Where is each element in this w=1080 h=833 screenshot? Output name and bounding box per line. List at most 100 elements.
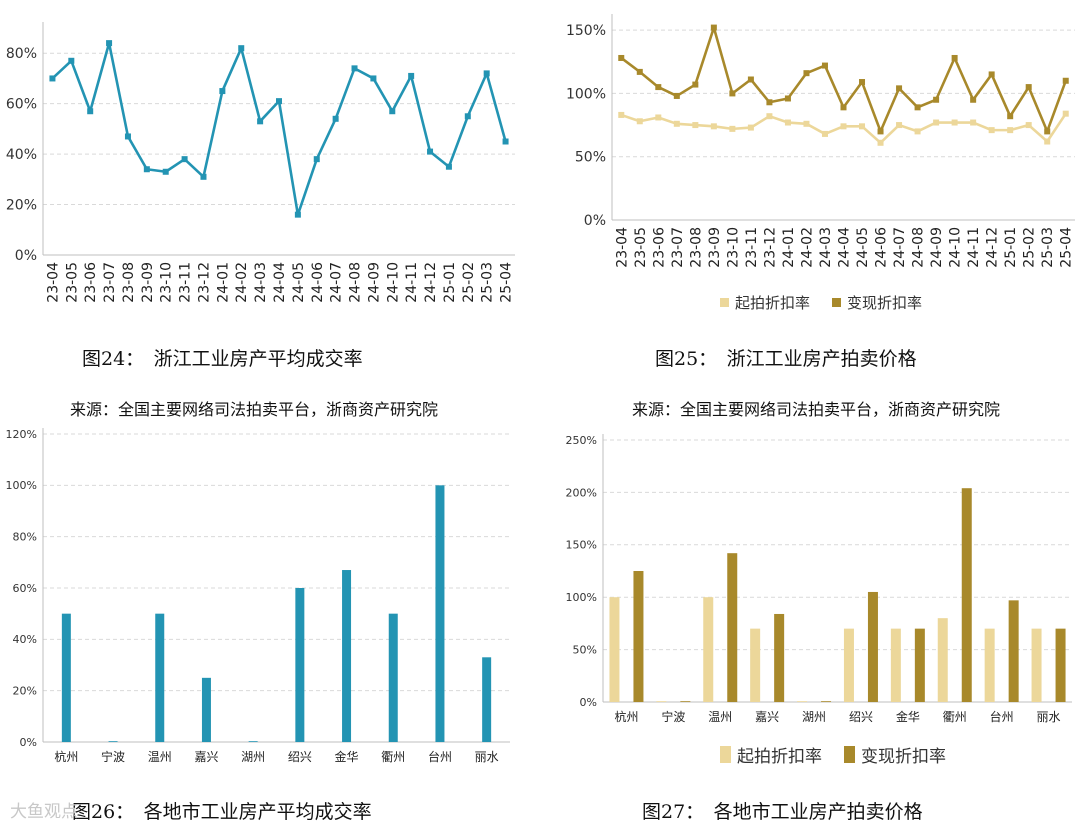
x-tick-label: 23-09	[140, 262, 156, 303]
data-point	[766, 99, 773, 106]
x-tick-label: 24-12	[985, 227, 1001, 268]
x-tick-label: 宁波	[101, 749, 125, 764]
data-point	[618, 111, 625, 118]
x-tick-label: 25-03	[1040, 227, 1056, 268]
bar	[61, 613, 71, 742]
x-tick-label: 23-12	[196, 262, 212, 303]
data-point	[1007, 127, 1014, 134]
y-tick-label: 120%	[6, 428, 37, 441]
bar	[155, 613, 165, 742]
fig25-caption: 图25： 浙江工业房产拍卖价格	[655, 348, 917, 370]
x-tick-label: 衢州	[381, 750, 405, 764]
y-tick-label: 50%	[573, 643, 597, 656]
bar	[248, 741, 258, 742]
fig25-chart: 0%50%100%150%23-04 23-05 23-06 23-07 23-08 23…	[566, 14, 1075, 268]
legend-swatch-realized-discount	[832, 298, 842, 307]
x-tick-label: 23-07	[670, 227, 686, 268]
data-point	[766, 113, 773, 120]
data-point	[181, 156, 188, 163]
x-tick-label: 金华	[335, 749, 359, 764]
bar	[609, 597, 620, 702]
data-point	[483, 70, 490, 77]
x-tick-label: 23-04	[614, 227, 630, 268]
x-tick-label: 丽水	[475, 750, 499, 764]
legend-label-start-discount: 起拍折扣率	[735, 294, 811, 312]
x-tick-label: 25-01	[1003, 227, 1019, 268]
data-point	[219, 88, 226, 95]
data-point	[389, 108, 396, 115]
bar	[890, 628, 901, 702]
x-tick-label: 衢州	[943, 710, 967, 724]
legend-label-start-discount: 起拍折扣率	[737, 747, 822, 767]
legend-swatch-start-discount	[720, 298, 729, 307]
x-tick-label: 嘉兴	[194, 750, 218, 764]
fig24-chart: 0%20%40%60%80%23-04 23-05 23-06 23-07 23-08 2…	[6, 22, 515, 303]
data-point	[784, 95, 791, 102]
bar	[108, 741, 118, 742]
data-point	[729, 90, 736, 97]
x-tick-label: 23-11	[178, 262, 194, 303]
x-tick-label: 23-06	[651, 227, 667, 268]
bar	[937, 618, 948, 702]
x-tick-label: 24-07	[892, 227, 908, 268]
data-point	[970, 119, 977, 126]
x-tick-label: 24-09	[929, 227, 945, 268]
data-point	[914, 104, 921, 111]
bar	[843, 628, 854, 702]
y-tick-label: 250%	[566, 434, 597, 447]
x-tick-label: 24-01	[215, 262, 231, 303]
bar	[703, 597, 714, 702]
fig27-legend: 起拍折扣率 变现折扣率	[720, 742, 946, 767]
y-tick-label: 0%	[580, 696, 597, 709]
data-point	[933, 96, 940, 103]
x-tick-label: 23-08	[688, 227, 704, 268]
x-tick-label: 23-10	[159, 262, 175, 303]
data-point	[859, 79, 866, 86]
x-tick-label: 金华	[896, 709, 920, 724]
x-tick-label: 丽水	[1037, 710, 1061, 724]
data-point	[313, 156, 320, 163]
x-tick-label: 24-07	[329, 262, 345, 303]
x-tick-label: 23-06	[83, 262, 99, 303]
x-tick-label: 24-04	[837, 227, 853, 268]
x-tick-label: 24-03	[253, 262, 269, 303]
data-point	[840, 104, 847, 111]
bar	[821, 701, 832, 702]
data-point	[636, 118, 643, 125]
bar	[1031, 628, 1042, 702]
x-tick-label: 台州	[990, 709, 1014, 724]
y-tick-label: 100%	[6, 479, 37, 492]
data-point	[1044, 128, 1051, 135]
data-point	[636, 68, 643, 75]
bar	[750, 628, 761, 702]
y-tick-label: 100%	[566, 591, 597, 604]
x-tick-label: 24-06	[310, 262, 326, 303]
x-tick-label: 24-01	[781, 227, 797, 268]
x-tick-label: 23-11	[744, 227, 760, 268]
x-tick-label: 23-10	[725, 227, 741, 268]
y-tick-label: 150%	[566, 539, 597, 552]
data-point	[747, 76, 754, 83]
x-tick-label: 24-02	[799, 227, 815, 268]
x-tick-label: 25-03	[480, 262, 496, 303]
data-point	[106, 40, 113, 47]
data-point	[502, 138, 509, 145]
source-note-right: 来源：全国主要网络司法拍卖平台，浙商资产研究院	[632, 400, 1001, 419]
data-point	[427, 148, 434, 155]
y-tick-label: 60%	[13, 582, 37, 595]
data-point	[803, 70, 810, 77]
data-point	[988, 71, 995, 78]
bar	[984, 628, 995, 702]
x-tick-label: 25-02	[1022, 227, 1038, 268]
bar	[388, 613, 398, 742]
x-tick-label: 24-11	[966, 227, 982, 268]
data-point	[294, 211, 301, 218]
bar	[656, 701, 667, 702]
x-tick-label: 23-09	[707, 227, 723, 268]
data-point	[464, 113, 471, 120]
x-tick-label: 25-04	[499, 262, 515, 303]
fig27-caption: 图27： 各地市工业房产拍卖价格	[642, 801, 923, 823]
bar	[482, 657, 492, 742]
y-tick-label: 80%	[6, 46, 37, 62]
y-tick-label: 20%	[6, 197, 37, 213]
